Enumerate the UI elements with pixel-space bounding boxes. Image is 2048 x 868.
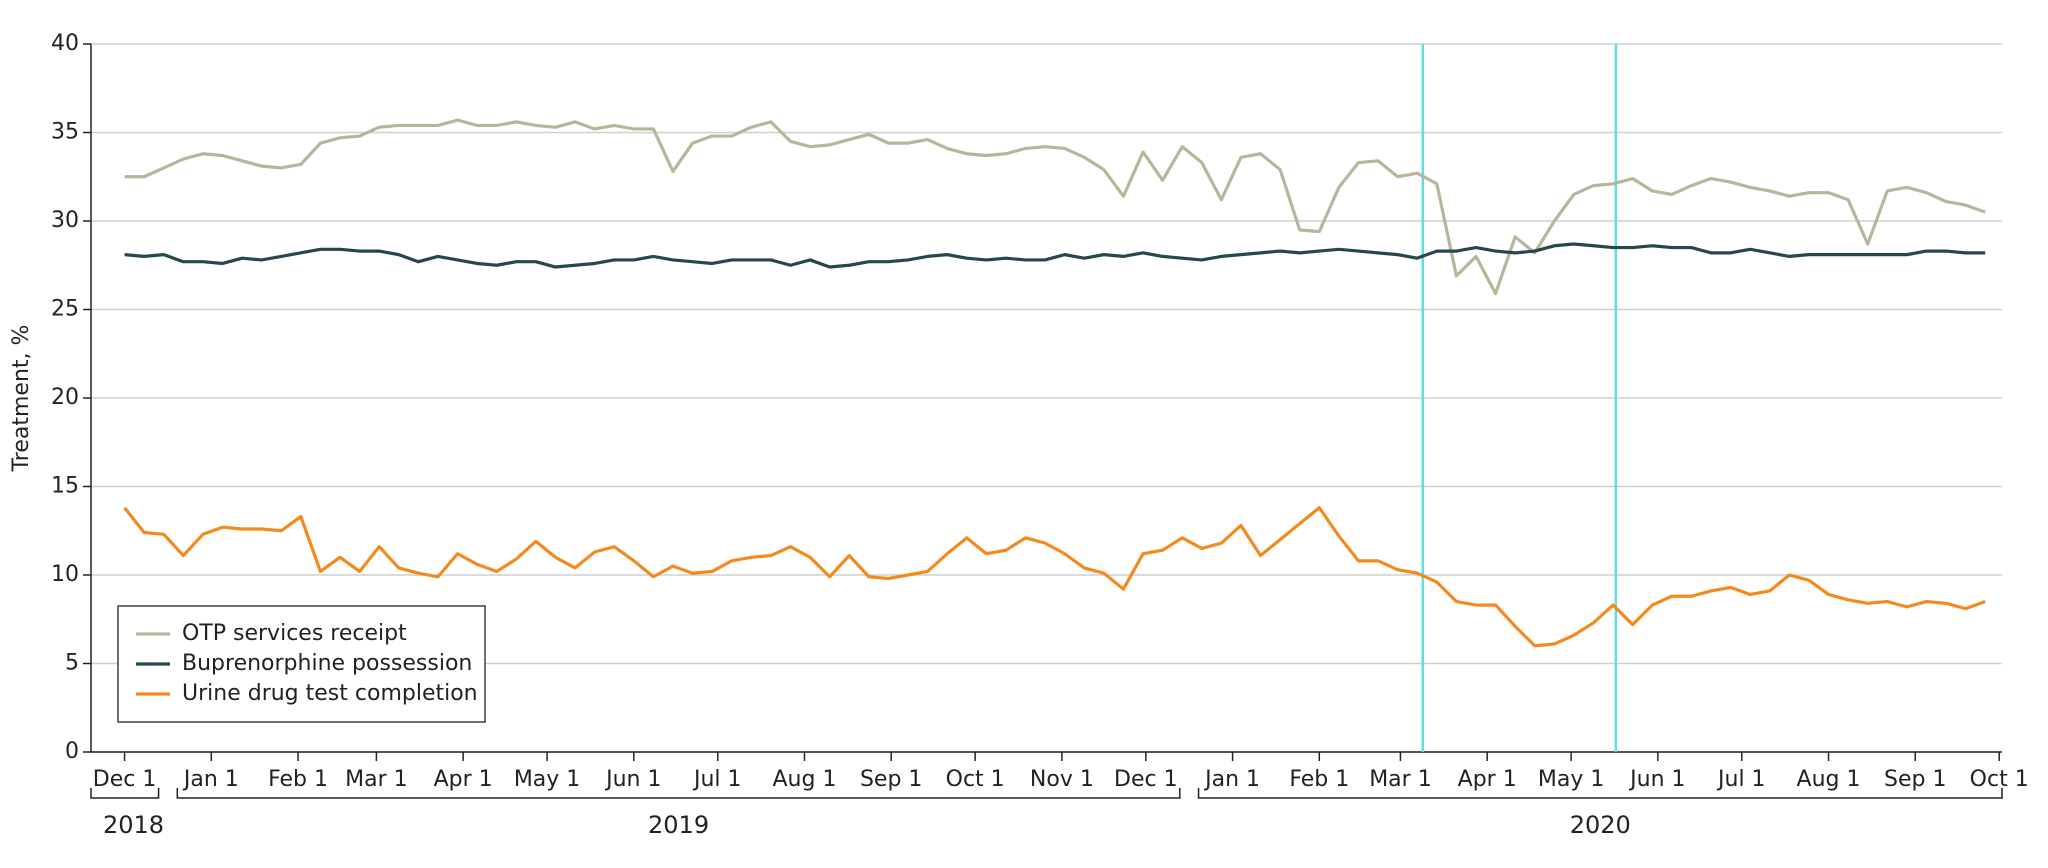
x-tick-label: Mar 1 — [345, 767, 408, 792]
x-tick-label: Dec 1 — [93, 767, 157, 792]
x-tick-label: Jul 1 — [692, 767, 742, 792]
x-tick-label: Aug 1 — [773, 767, 837, 792]
y-tick-label: 5 — [65, 651, 79, 676]
x-tick-label: Oct 1 — [1970, 767, 2029, 792]
x-tick-label: Jul 1 — [1716, 767, 1766, 792]
y-tick-label: 0 — [65, 739, 79, 764]
x-tick-label: Mar 1 — [1369, 767, 1432, 792]
year-label: 2019 — [648, 811, 709, 839]
x-tick-label: Nov 1 — [1030, 767, 1094, 792]
year-bracket — [1197, 788, 2003, 799]
legend-label: Urine drug test completion — [182, 681, 478, 706]
y-tick-label: 25 — [51, 297, 79, 322]
x-tick-label: Oct 1 — [946, 767, 1005, 792]
x-tick-label: Aug 1 — [1797, 767, 1861, 792]
legend-box — [117, 605, 486, 723]
x-tick-label: Feb 1 — [268, 767, 328, 792]
x-tick-label: May 1 — [514, 767, 580, 792]
x-tick-label: Jun 1 — [604, 767, 661, 792]
y-tick-label: 30 — [51, 208, 79, 233]
x-tick-label: Dec 1 — [1114, 767, 1178, 792]
series-line — [123, 506, 1986, 648]
y-tick-label: 40 — [51, 31, 79, 56]
x-tick-label: Sep 1 — [1884, 767, 1946, 792]
legend: OTP services receipt Buprenorphine posses… — [117, 605, 486, 723]
series-line — [124, 242, 1986, 269]
legend-label: OTP services receipt — [182, 621, 407, 646]
y-tick-label: 35 — [51, 120, 79, 145]
x-tick-label: Sep 1 — [860, 767, 922, 792]
x-tick-label: May 1 — [1538, 767, 1604, 792]
year-label: 2018 — [103, 811, 164, 839]
x-tick-label: Apr 1 — [1458, 767, 1517, 792]
x-tick-label: Apr 1 — [434, 767, 493, 792]
year-bracket — [90, 788, 160, 799]
legend-label: Buprenorphine possession — [182, 651, 472, 676]
y-tick-label: 10 — [51, 562, 79, 587]
x-tick-label: Feb 1 — [1289, 767, 1349, 792]
x-tick-label: Jun 1 — [1628, 767, 1685, 792]
x-tick-label: Jan 1 — [182, 767, 239, 792]
y-tick-label: 20 — [51, 385, 79, 410]
year-label: 2020 — [1570, 811, 1631, 839]
year-bracket — [176, 788, 1181, 799]
y-tick-label: 15 — [51, 474, 79, 499]
x-tick-label: Jan 1 — [1203, 767, 1260, 792]
y-axis-label: Treatment, % — [9, 325, 34, 473]
series-line — [124, 118, 1986, 296]
